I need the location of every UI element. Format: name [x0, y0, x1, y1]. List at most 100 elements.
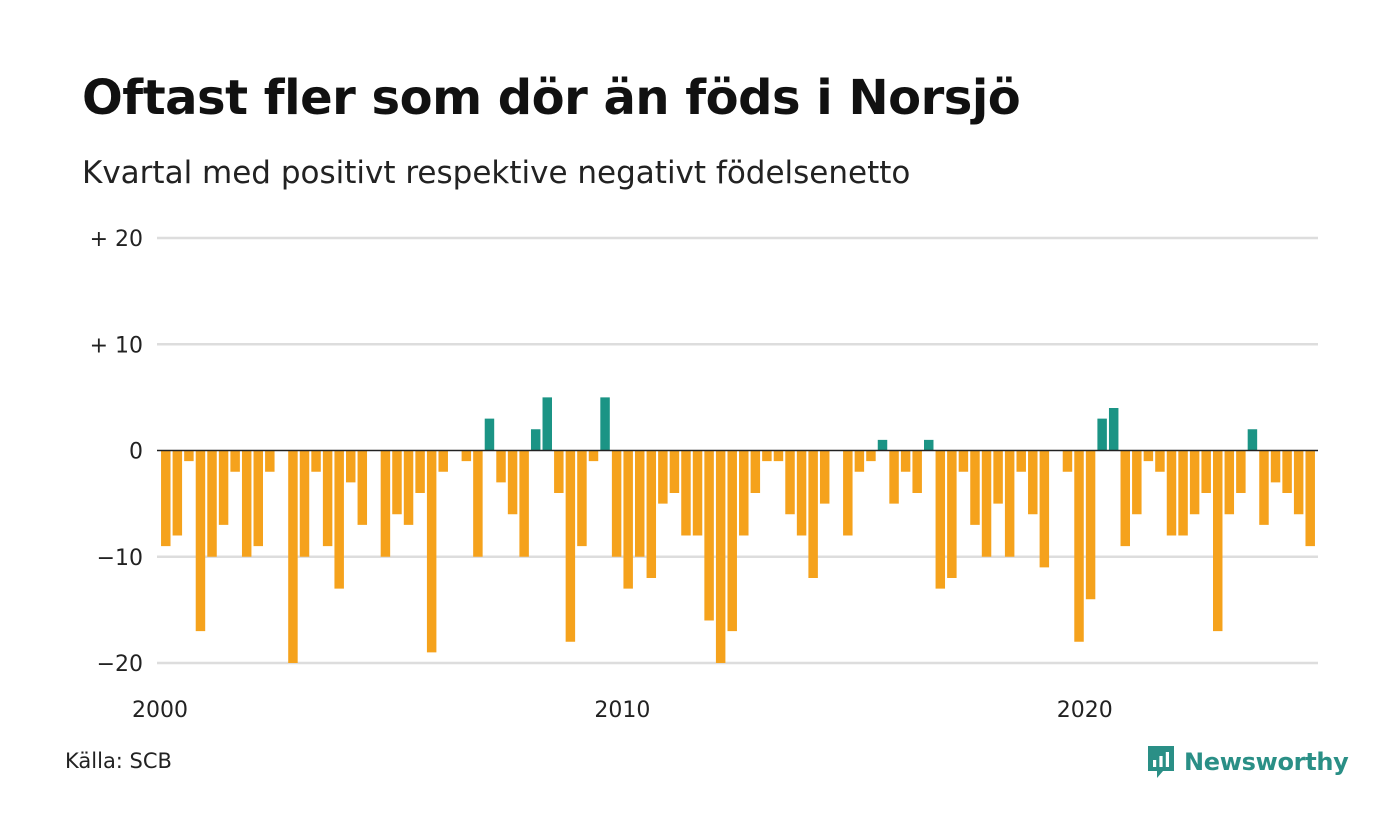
bar-negative	[692, 450, 703, 536]
y-axis-tick-labels: + 20 + 10 0 −10 −20	[90, 227, 143, 677]
gridlines	[157, 236, 1318, 665]
bar-negative	[1085, 450, 1096, 600]
y-tick-label: + 20	[90, 227, 143, 252]
bar-negative	[1270, 450, 1281, 483]
bar-negative	[334, 450, 344, 589]
bar-negative	[346, 450, 356, 483]
bar-negative	[426, 450, 437, 653]
bar-negative	[912, 450, 922, 493]
y-tick-label: 0	[129, 440, 143, 465]
bar-negative	[854, 450, 865, 472]
bar-negative	[1028, 450, 1038, 515]
chart-subtitle: Kvartal med positivt respektive negativt…	[82, 155, 911, 191]
bar-negative	[357, 450, 368, 525]
y-tick-label: −10	[97, 546, 143, 571]
chart-title: Oftast fler som dör än föds i Norsjö	[82, 70, 1021, 126]
brand-logo[interactable]: Newsworthy	[1146, 740, 1349, 784]
bar-negative	[808, 450, 818, 578]
bar-negative	[773, 450, 784, 462]
bar-negative	[611, 450, 622, 557]
bar-negative	[1201, 450, 1211, 493]
bar-positive	[1247, 429, 1258, 451]
bar-negative	[577, 450, 587, 547]
bar-negative	[1236, 450, 1246, 493]
bar-negative	[1016, 450, 1026, 472]
bar-negative	[299, 450, 310, 557]
bar-negative	[554, 450, 564, 493]
source-note: Källa: SCB	[65, 749, 172, 773]
y-tick-label: −20	[97, 652, 143, 677]
bar-negative	[230, 450, 240, 472]
bar-negative	[750, 450, 761, 493]
bar-negative	[623, 450, 633, 589]
bar-negative	[843, 450, 853, 536]
bar-negative	[1224, 450, 1235, 515]
bar-negative	[646, 450, 657, 578]
bar-positive	[1097, 418, 1107, 451]
bar-positive	[877, 439, 888, 451]
bar-negative	[1132, 450, 1142, 515]
bar-positive	[484, 418, 495, 451]
bar-negative	[658, 450, 668, 504]
bar-negative	[288, 450, 298, 663]
bar-positive	[542, 397, 552, 451]
bar-negative	[195, 450, 206, 632]
bar-negative	[762, 450, 772, 462]
x-tick-label: 2010	[594, 698, 650, 723]
bar-negative	[438, 450, 448, 472]
bar-negative	[993, 450, 1003, 504]
bar-negative	[819, 450, 830, 504]
bar-negative	[253, 450, 263, 547]
bar-negative	[461, 450, 472, 462]
bars	[161, 397, 1315, 663]
bar-negative	[727, 450, 737, 632]
bar-positive	[530, 429, 541, 451]
bar-negative	[1305, 450, 1315, 547]
y-tick-label: + 10	[90, 333, 143, 358]
bar-negative	[1178, 450, 1188, 536]
bar-negative	[704, 450, 714, 621]
bar-negative	[866, 450, 876, 462]
bar-negative	[1120, 450, 1130, 547]
bar-negative	[161, 450, 171, 547]
x-tick-label: 2000	[132, 698, 188, 723]
bar-negative	[218, 450, 229, 525]
bar-negative	[1213, 450, 1223, 632]
bar-negative	[796, 450, 807, 536]
bar-negative	[172, 450, 183, 536]
bar-negative	[1293, 450, 1304, 515]
bar-negative	[311, 450, 321, 472]
bar-negative	[565, 450, 576, 642]
bar-negative	[322, 450, 333, 547]
bar-negative	[1143, 450, 1154, 462]
bar-negative	[1166, 450, 1177, 536]
bar-negative	[785, 450, 795, 515]
bar-negative	[496, 450, 506, 483]
x-axis-tick-labels: 2000 2010 2020	[132, 698, 1113, 723]
bar-negative	[635, 450, 645, 557]
bar-negative	[1039, 450, 1050, 568]
newsworthy-logo-icon	[1148, 746, 1174, 778]
bar-negative	[669, 450, 680, 493]
brand-name: Newsworthy	[1184, 748, 1349, 776]
bar-negative	[1062, 450, 1073, 472]
bar-negative	[1259, 450, 1269, 525]
bar-negative	[1155, 450, 1165, 472]
bar-negative	[1074, 450, 1084, 642]
bar-negative	[739, 450, 749, 536]
bar-negative	[1004, 450, 1015, 557]
bar-negative	[715, 450, 726, 663]
bar-negative	[981, 450, 992, 557]
x-tick-label: 2020	[1057, 698, 1113, 723]
bar-negative	[970, 450, 980, 525]
bar-positive	[924, 439, 934, 451]
bar-negative	[415, 450, 425, 493]
bar-negative	[507, 450, 518, 515]
bar-negative	[935, 450, 946, 589]
bar-positive	[1108, 408, 1119, 451]
bar-negative	[380, 450, 391, 557]
bar-negative	[1189, 450, 1200, 515]
bar-negative	[184, 450, 194, 462]
bar-negative	[207, 450, 217, 557]
